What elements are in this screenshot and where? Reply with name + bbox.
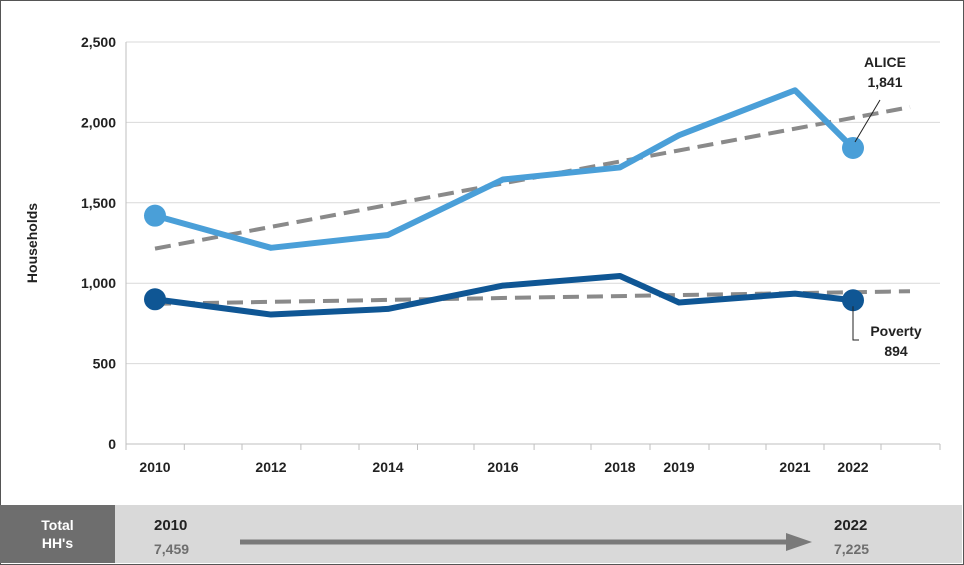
- total-label-line2: HH's: [41, 535, 74, 551]
- y-tick-label: 500: [93, 356, 117, 372]
- alice-annotation-value: 1,841: [867, 74, 902, 90]
- poverty-annotation-value: 894: [884, 343, 908, 359]
- total-label-line1: Total: [41, 517, 74, 533]
- y-tick-label: 2,000: [81, 114, 116, 130]
- gridlines: [126, 41, 940, 365]
- series-start-marker-poverty: [144, 288, 166, 311]
- x-tick-label: 2022: [837, 459, 868, 475]
- end-year: 2022: [834, 517, 868, 534]
- annotations: ALICE 1,841 Poverty 894: [852, 54, 922, 359]
- end-total: 7,225: [834, 541, 870, 557]
- series-line-poverty: [154, 272, 854, 318]
- series-start-marker-alice: [144, 204, 166, 227]
- series-lines: [144, 87, 864, 318]
- axes: 0 500 1,000 1,500 2,000 2,500 2010 2012 2014 2016…: [24, 34, 941, 475]
- y-tick-label: 2,500: [81, 34, 116, 50]
- total-hh-label: Total HH's: [0, 505, 115, 563]
- y-tick-label: 1,500: [81, 195, 116, 211]
- x-tick-label: 2021: [779, 459, 810, 475]
- y-tick-label: 0: [108, 436, 116, 452]
- series-end-marker-poverty: [842, 289, 864, 312]
- series-line-alice: [154, 87, 856, 251]
- poverty-annotation-label: Poverty: [870, 323, 922, 339]
- alice-leader-line: [854, 99, 881, 143]
- y-axis-title: Households: [24, 203, 40, 283]
- series-end-marker-alice: [842, 136, 864, 159]
- x-tick-label: 2018: [604, 459, 635, 475]
- x-tick-label: 2010: [139, 459, 170, 475]
- total-households-bar: Total HH's 2010 7,459 2022 7,225: [0, 505, 962, 563]
- x-tick-label: 2014: [372, 459, 403, 475]
- y-tick-label: 1,000: [81, 275, 116, 291]
- start-total: 7,459: [154, 541, 190, 557]
- x-tick-label: 2012: [255, 459, 286, 475]
- trendlines: [154, 105, 911, 306]
- trend-arrow: [240, 533, 812, 551]
- x-tick-label: 2019: [663, 459, 694, 475]
- start-year: 2010: [154, 517, 188, 534]
- x-tick-label: 2016: [487, 459, 518, 475]
- alice-annotation-label: ALICE: [864, 54, 906, 70]
- poverty-leader-line: [852, 306, 859, 341]
- line-chart: 0 500 1,000 1,500 2,000 2,500 2010 2012 2014 2016…: [24, 34, 941, 475]
